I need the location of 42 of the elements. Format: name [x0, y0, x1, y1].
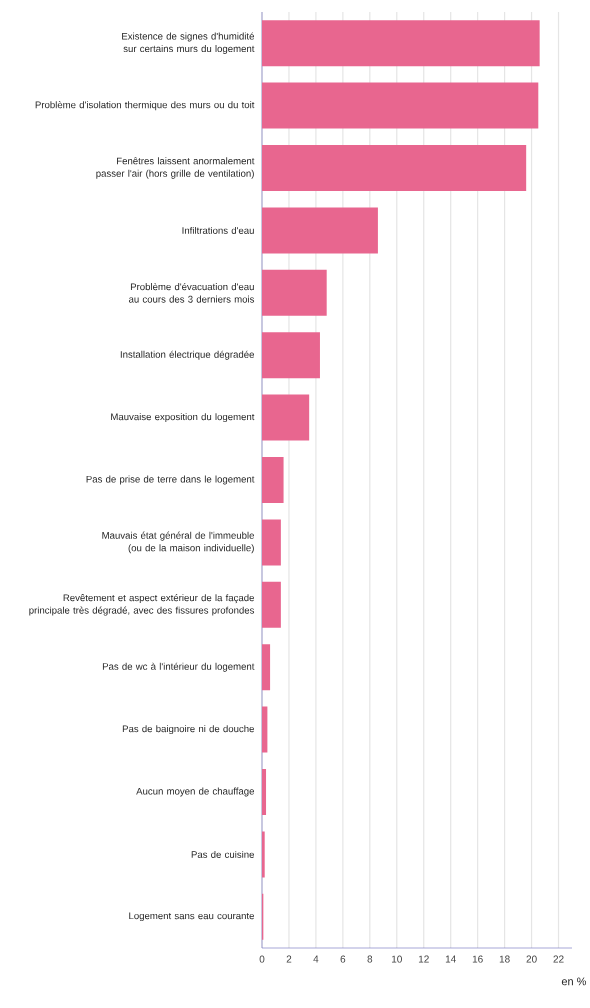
bar [262, 394, 310, 441]
bar [262, 457, 284, 504]
bar [262, 332, 320, 379]
x-tick-label: 20 [526, 955, 537, 963]
y-tick-label: Logement sans eau courante [129, 912, 254, 922]
y-tick-label: Problème d'isolation thermique des murs ou du toit [35, 101, 255, 111]
bar [262, 269, 327, 316]
x-tick-label: 10 [391, 955, 402, 963]
bar [262, 82, 539, 129]
y-tick-label: Mauvais état général de l'immeuble (ou de la maison individuelle) [102, 531, 254, 554]
bar [262, 20, 540, 67]
bar [262, 207, 378, 254]
bar [262, 831, 265, 878]
y-tick-label: Pas de baignoire ni de douche [122, 725, 254, 735]
x-tick-label: 2 [286, 955, 292, 963]
y-tick-label: Installation électrique dégradée [120, 350, 254, 360]
x-tick-label: 22 [553, 955, 564, 963]
x-tick-label: 14 [445, 955, 456, 963]
bar [262, 519, 281, 566]
bar [262, 706, 268, 753]
x-axis-title: en % [561, 977, 587, 986]
bar [262, 145, 527, 191]
x-tick-label: 12 [418, 955, 429, 963]
y-tick-label: Problème d'évacuation d'eau au cours des 3 derniers mois [128, 282, 255, 303]
y-tick-label: Revêtement et aspect extérieur de la façade principale très dégradé, avec des fissures profondes [29, 594, 255, 616]
x-tick-label: 4 [313, 955, 319, 963]
x-tick-label: 8 [367, 955, 373, 963]
y-tick-label: Fenêtres laissent anormalement passer l'air (hors grille de ventilation) [96, 157, 255, 179]
y-tick-label: Aucun moyen de chauffage [136, 787, 255, 797]
x-tick-label: 16 [472, 955, 483, 963]
x-tick-label: 0 [259, 955, 265, 963]
bar [262, 581, 281, 628]
y-tick-label: Existence de signes d'humidité sur certains murs du logement [122, 32, 255, 54]
y-tick-label: Mauvaise exposition du logement [111, 413, 255, 423]
y-tick-label: Pas de wc à l'intérieur du logement [102, 662, 255, 672]
y-tick-label: Pas de prise de terre dans le logement [86, 475, 255, 485]
y-tick-label: Pas de cuisine [191, 850, 255, 858]
x-tick-label: 18 [499, 955, 510, 963]
bar [262, 769, 267, 816]
x-tick-label: 6 [340, 955, 346, 963]
y-tick-label: Infiltrations d'eau [182, 226, 254, 234]
bar [262, 644, 271, 691]
